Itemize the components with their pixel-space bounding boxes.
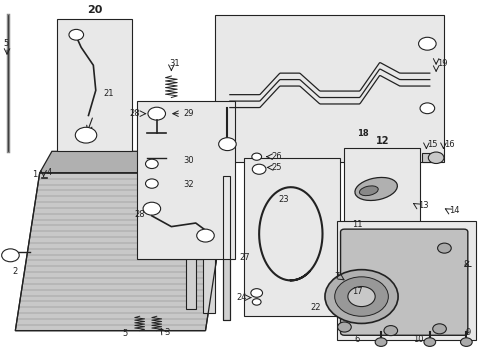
Text: 19: 19: [436, 59, 447, 68]
Text: 23: 23: [278, 195, 289, 204]
Bar: [422, 153, 430, 162]
Text: 32: 32: [183, 180, 194, 189]
Circle shape: [460, 338, 471, 346]
Text: 1: 1: [32, 170, 37, 179]
Circle shape: [432, 324, 446, 334]
Text: 27: 27: [239, 253, 250, 262]
Text: 9: 9: [465, 328, 470, 337]
Circle shape: [143, 202, 160, 215]
Text: 6: 6: [353, 335, 359, 344]
Circle shape: [252, 299, 261, 305]
Bar: [137, 101, 234, 259]
Text: 11: 11: [351, 220, 362, 229]
Bar: [215, 15, 444, 162]
Bar: [244, 158, 339, 316]
Circle shape: [427, 152, 443, 163]
Bar: [57, 19, 132, 151]
Text: 22: 22: [310, 303, 320, 312]
Text: 7: 7: [333, 272, 339, 281]
Text: 31: 31: [168, 59, 179, 68]
Text: 18: 18: [356, 129, 367, 138]
Text: 17: 17: [351, 287, 362, 296]
Circle shape: [383, 325, 397, 336]
Circle shape: [374, 338, 386, 346]
Ellipse shape: [359, 186, 377, 195]
Circle shape: [419, 103, 434, 114]
Circle shape: [145, 159, 158, 168]
Text: 10: 10: [412, 335, 422, 344]
Text: 20: 20: [87, 5, 102, 15]
Text: 12: 12: [375, 136, 388, 145]
Text: 4: 4: [47, 168, 52, 177]
Bar: [222, 176, 229, 320]
Text: 30: 30: [183, 156, 194, 165]
Text: 24: 24: [236, 293, 246, 302]
Text: 15: 15: [427, 140, 437, 149]
Bar: [185, 184, 195, 309]
Circle shape: [196, 229, 214, 242]
Text: 2: 2: [13, 267, 18, 276]
Text: 13: 13: [417, 201, 427, 210]
Circle shape: [251, 153, 261, 160]
Circle shape: [1, 249, 19, 262]
Circle shape: [252, 164, 265, 174]
Circle shape: [145, 179, 158, 188]
Text: 28: 28: [134, 210, 144, 219]
Text: 25: 25: [271, 163, 281, 172]
Text: 5: 5: [122, 329, 127, 338]
Text: 14: 14: [448, 206, 459, 215]
Text: 28: 28: [129, 109, 140, 118]
Text: 8: 8: [463, 260, 468, 269]
Circle shape: [423, 338, 435, 346]
Text: 5: 5: [3, 39, 8, 48]
Circle shape: [69, 30, 83, 40]
Text: 29: 29: [183, 109, 194, 118]
Bar: [203, 180, 215, 313]
Circle shape: [418, 37, 435, 50]
Circle shape: [437, 243, 450, 253]
Circle shape: [334, 277, 387, 316]
Text: 26: 26: [271, 152, 282, 161]
Circle shape: [250, 289, 262, 297]
Polygon shape: [40, 151, 242, 173]
Ellipse shape: [354, 177, 397, 201]
Circle shape: [148, 107, 165, 120]
Circle shape: [325, 270, 397, 323]
Polygon shape: [15, 173, 229, 330]
Circle shape: [347, 287, 374, 307]
Bar: [344, 148, 419, 225]
Circle shape: [337, 322, 350, 332]
Text: 16: 16: [444, 140, 454, 149]
Circle shape: [75, 127, 97, 143]
Bar: [222, 176, 229, 320]
Bar: [336, 221, 475, 339]
Text: 21: 21: [103, 89, 113, 98]
Circle shape: [218, 138, 236, 150]
FancyBboxPatch shape: [340, 229, 467, 335]
Text: 3: 3: [163, 328, 169, 337]
